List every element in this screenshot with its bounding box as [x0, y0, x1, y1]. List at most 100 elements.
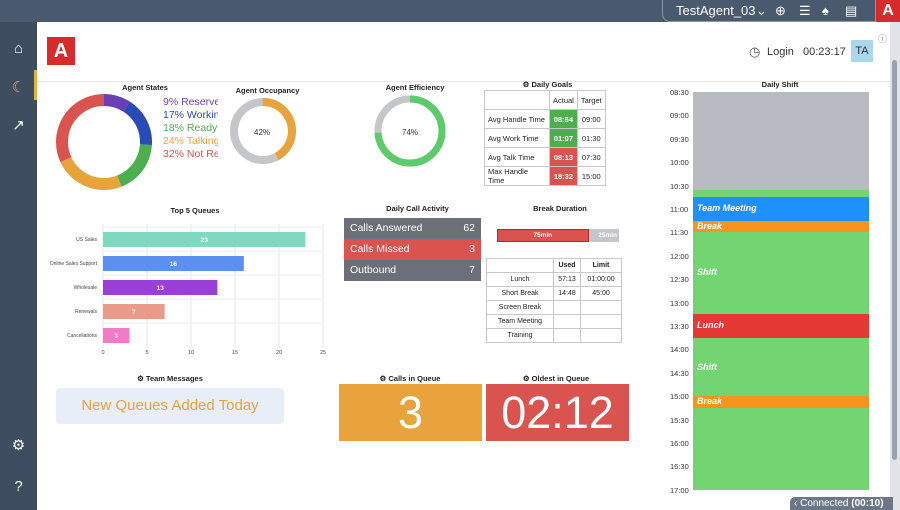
shift-time-label: 09:00 [670, 111, 689, 121]
bar-value-label: 16 [170, 261, 178, 268]
calls-queue-gear-icon: ⚙ [379, 374, 387, 383]
shift-time-label: 09:30 [670, 134, 689, 144]
category-label: Renewals [75, 309, 97, 315]
clipboard-icon[interactable]: ☰ [799, 3, 811, 18]
agent-states-legend: 9% Reserve 17% Working 18% Ready 24% Tal… [163, 96, 218, 161]
help-icon[interactable]: ? [14, 478, 23, 495]
calls-in-queue-title: Calls in Queue [388, 374, 441, 383]
table-header-row: Actual Target [484, 90, 606, 110]
status-timer: (00:10) [851, 498, 884, 509]
oldest-in-queue-value: 02:12 [486, 384, 629, 441]
bar-value-label: 7 [132, 309, 136, 316]
table-header-cell [486, 258, 554, 273]
table-row: Team Meeting [486, 314, 622, 329]
calls-answered-value: 62 [463, 222, 475, 234]
login-timer: 00:23:17 [802, 46, 846, 58]
queue-bar [103, 280, 218, 295]
table-header-cell: Used [553, 258, 581, 273]
agent-state-segment [56, 94, 152, 190]
goal-actual: 08:13 [549, 147, 578, 167]
outbound-value: 7 [469, 264, 475, 276]
x-tick-label: 5 [145, 350, 148, 355]
dashboard-header: A ◷ Login 00:23:17 TA ⓘ [37, 32, 890, 82]
calls-answered-row: Calls Answered 62 [344, 218, 481, 239]
agent-efficiency-ring [374, 95, 446, 167]
connection-status[interactable]: ‹ Connected (00:10) [790, 497, 893, 510]
settings-gear-icon[interactable]: ⚙ [11, 437, 26, 454]
shift-time-label: 11:30 [670, 228, 689, 238]
agent-state-segment [56, 94, 152, 190]
team-messages-title: Team Messages [145, 374, 203, 383]
table-header-cell: Actual [549, 90, 578, 110]
goals-gear-icon: ⚙ [522, 80, 530, 89]
daily-shift-title: Daily Shift [761, 80, 799, 89]
category-label: Online Sales Support [50, 261, 98, 267]
table-header-cell: Target [576, 90, 606, 110]
queue-bar [103, 256, 244, 271]
x-tick-label: 25 [320, 350, 326, 355]
table-row: Lunch 57:13 01:00:00 [486, 272, 622, 287]
shift-time-label: 13:00 [670, 298, 689, 308]
shift-block [693, 407, 869, 490]
shift-block: Shift [693, 232, 869, 315]
agent-occupancy-ring [230, 98, 296, 164]
home-icon[interactable]: ⌂ [13, 40, 24, 57]
break-name: Screen Break [486, 300, 554, 315]
brand-logo-icon: A [876, 0, 900, 22]
external-link-icon[interactable]: ↗ [12, 117, 25, 134]
agent-name[interactable]: TestAgent_03 [676, 3, 756, 18]
info-icon[interactable]: ⓘ [878, 34, 888, 44]
daily-goals-title: Daily Goals [531, 80, 573, 89]
bell-icon[interactable]: ♠ [822, 3, 829, 18]
calls-answered-label: Calls Answered [350, 222, 423, 234]
break-used [553, 300, 581, 315]
avatar[interactable]: TA [851, 40, 873, 62]
break-limit: 45:00 [580, 286, 622, 301]
dashboard-icon[interactable]: ☾ [11, 79, 26, 96]
calls-missed-row: Calls Missed 3 [344, 239, 481, 260]
legend-item: 9% Reserve [163, 96, 218, 108]
x-tick-label: 0 [101, 350, 104, 355]
break-used [553, 328, 581, 343]
add-icon[interactable]: ⊕ [775, 3, 786, 18]
shift-time-label: 14:00 [670, 345, 689, 355]
shift-block: Shift [693, 337, 869, 397]
legend-item: 18% Ready [163, 122, 218, 134]
calls-missed-value: 3 [469, 243, 475, 255]
break-used-fill: 75min [497, 229, 589, 242]
shift-time-label: 11:00 [670, 205, 689, 214]
break-name: Training [486, 328, 554, 343]
daily-goals-table: Actual Target Avg Handle Time 08:54 09:0… [484, 90, 606, 186]
shift-time-label: 10:00 [670, 158, 689, 168]
agent-state-segment [56, 94, 152, 190]
shift-time-label: 15:30 [670, 415, 689, 425]
table-row: Avg Talk Time 08:13 07:30 [484, 147, 606, 167]
category-label: US Sales [76, 237, 97, 243]
goal-target: 15:00 [576, 166, 606, 186]
category-label: Cancellations [67, 333, 98, 339]
table-row: Training [486, 328, 622, 343]
scrollbar-thumb[interactable] [892, 60, 897, 460]
clock-icon: ◷ [749, 44, 761, 59]
break-used [553, 314, 581, 329]
legend-item: 17% Working [163, 109, 218, 121]
break-limit [580, 300, 622, 315]
status-label: Connected [800, 498, 849, 509]
calls-missed-label: Calls Missed [350, 243, 410, 255]
table-header-cell: Limit [580, 258, 622, 273]
category-label: Wholesale [74, 285, 98, 291]
login-label: Login [767, 46, 794, 58]
break-table: Used Limit Lunch 57:13 01:00:00 Short Br… [486, 258, 622, 343]
team-message-card: New Queues Added Today [56, 388, 284, 424]
chevron-left-icon: ‹ [794, 498, 798, 509]
legend-item: 24% Talking [163, 135, 218, 147]
goal-name: Avg Work Time [484, 128, 550, 148]
table-row: Avg Work Time 01:07 01:30 [484, 128, 606, 148]
contact-card-icon[interactable]: ▤ [845, 3, 858, 18]
occupancy-value: 42% [254, 128, 271, 137]
chevron-down-icon[interactable]: ⌄ [756, 3, 767, 18]
shift-time-label: 17:00 [670, 485, 689, 495]
agent-menu[interactable] [662, 0, 876, 22]
goal-name: Max Handle Time [484, 166, 550, 186]
outbound-label: Outbound [350, 264, 397, 276]
